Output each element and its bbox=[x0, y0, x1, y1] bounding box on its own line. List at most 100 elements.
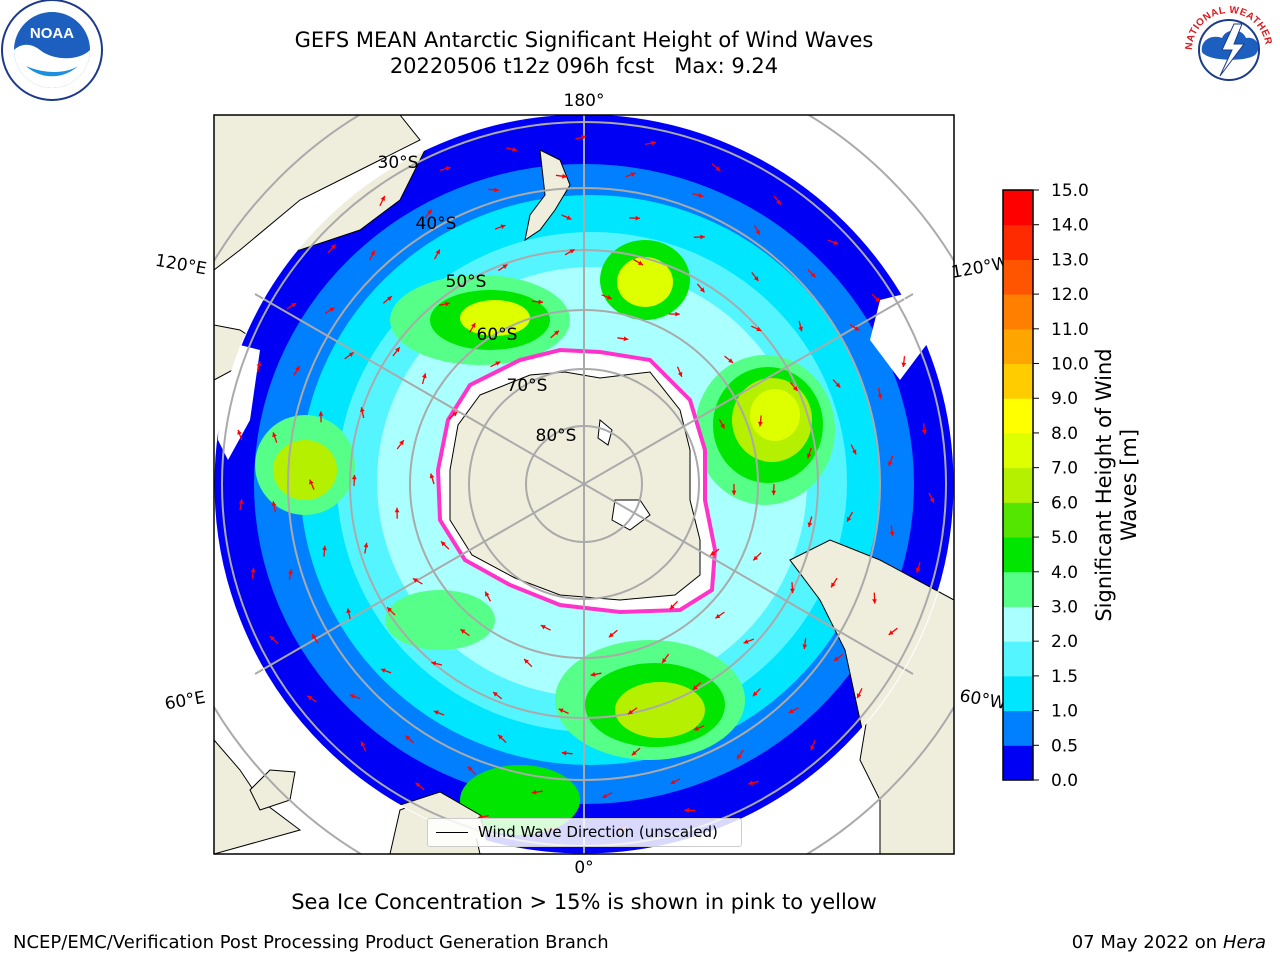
footer-date-text: 07 May 2022 on bbox=[1071, 932, 1218, 953]
colorbar-segment bbox=[1003, 502, 1033, 538]
wave-arrow-head bbox=[670, 779, 676, 784]
wave-arrow-head bbox=[271, 501, 277, 507]
colorbar-label-line2: Waves [m] bbox=[1117, 428, 1141, 542]
wave-arrow-head bbox=[270, 636, 275, 641]
colorbar-tick-label: 10.0 bbox=[1051, 355, 1089, 375]
wave-arrow-head bbox=[441, 541, 446, 547]
footer-date: 07 May 2022 on Hera bbox=[1072, 932, 1266, 953]
legend-line-swatch bbox=[436, 832, 468, 833]
wave-arrow-head bbox=[415, 782, 421, 788]
wave-arrow-head bbox=[854, 326, 860, 331]
lon-label-0: 0° bbox=[574, 858, 593, 878]
wave-arrow-head bbox=[831, 582, 836, 588]
wave-arrow-head bbox=[602, 793, 608, 798]
wave-arrow-head bbox=[771, 490, 777, 496]
lat-label-50s: 50°S bbox=[446, 272, 487, 292]
wave-arrow-head bbox=[692, 685, 698, 691]
wave-arrow-head bbox=[485, 591, 490, 597]
wave-arrow-head bbox=[360, 407, 365, 412]
lat-label-80s: 80°S bbox=[536, 426, 577, 446]
wave-arrow-head bbox=[669, 604, 675, 610]
wave-arrow-head bbox=[758, 421, 763, 427]
wave-arrow-head bbox=[715, 166, 721, 171]
noaa-logo-text: NOAA bbox=[30, 25, 74, 42]
colorbar-tick-label: 5.0 bbox=[1051, 528, 1078, 548]
wave-arrow-head bbox=[495, 361, 501, 366]
wave-arrow-head bbox=[288, 569, 293, 574]
wave-arrow-head bbox=[677, 371, 683, 377]
wave-arrow-head bbox=[888, 630, 894, 635]
wave-arrow-head bbox=[500, 224, 506, 229]
wave-arrow-head bbox=[662, 658, 667, 663]
map-caption: Sea Ice Concentration > 15% is shown in … bbox=[291, 890, 877, 914]
colorbar-segment bbox=[1003, 363, 1033, 399]
colorbar-tick-label: 6.0 bbox=[1051, 493, 1078, 513]
footer-credit: NCEP/EMC/Verification Post Processing Pr… bbox=[13, 932, 609, 953]
colorbar-segment bbox=[1003, 294, 1033, 330]
colorbar-tick-label: 2.0 bbox=[1051, 632, 1078, 652]
wave-arrow-head bbox=[790, 588, 795, 594]
lon-label-180: 180° bbox=[564, 91, 605, 111]
wave-arrow-head bbox=[380, 668, 386, 673]
wave-arrow-head bbox=[498, 734, 503, 740]
wave-arrow-head bbox=[387, 607, 392, 613]
wave-arrow-head bbox=[433, 710, 439, 715]
colorbar-segment bbox=[1003, 398, 1033, 434]
map-legend: Wind Wave Direction (unscaled) bbox=[427, 818, 742, 847]
wave-arrow-head bbox=[752, 691, 758, 697]
wave-arrow-head bbox=[272, 432, 277, 438]
wave-arrow-head bbox=[493, 692, 498, 697]
wave-arrow-head bbox=[606, 295, 612, 300]
wave-arrow-head bbox=[558, 708, 564, 713]
wave-arrow-head bbox=[847, 516, 852, 522]
wave-arrow-head bbox=[329, 307, 335, 312]
wave-arrow-head bbox=[810, 272, 816, 278]
colorbar-segment bbox=[1003, 571, 1033, 607]
wave-arrow-head bbox=[422, 373, 427, 379]
wave-arrow-head bbox=[554, 330, 559, 336]
wave-arrow-head bbox=[700, 234, 705, 240]
wave-arrow-head bbox=[731, 490, 737, 495]
colorbar-segment bbox=[1003, 606, 1033, 642]
wave-arrow-head bbox=[693, 726, 699, 731]
wave-arrow-head bbox=[628, 709, 633, 715]
colorbar-tick-label: 3.0 bbox=[1051, 597, 1078, 617]
wave-arrow-head bbox=[915, 567, 921, 573]
wave-arrow-head bbox=[921, 429, 927, 435]
legend-label: Wind Wave Direction (unscaled) bbox=[478, 823, 718, 841]
wave-arrow-head bbox=[540, 625, 546, 630]
wave-arrow-head bbox=[386, 296, 392, 301]
wave-arrow-head bbox=[856, 693, 862, 699]
wave-arrow-head bbox=[435, 249, 440, 255]
colorbar-tick-label: 14.0 bbox=[1051, 216, 1089, 236]
wave-arrow-head bbox=[427, 209, 432, 215]
wave-arrow-head bbox=[429, 473, 435, 479]
wave-arrow-head bbox=[566, 215, 572, 220]
wave-arrow-head bbox=[363, 542, 369, 548]
wave-arrow-head bbox=[788, 708, 794, 713]
wave-arrow-head bbox=[291, 303, 297, 308]
lon-label-120e: 120°E bbox=[154, 251, 208, 280]
colorbar-tick-label: 7.0 bbox=[1051, 459, 1078, 479]
wave-arrow-head bbox=[720, 423, 725, 429]
wave-arrow-head bbox=[471, 322, 476, 328]
footer-machine: Hera bbox=[1222, 932, 1266, 953]
wave-arrow-head bbox=[835, 382, 841, 388]
wave-arrow-head bbox=[877, 394, 883, 399]
wave-arrow-head bbox=[395, 347, 400, 353]
colorbar-segment bbox=[1003, 328, 1033, 365]
wave-arrow-head bbox=[512, 147, 517, 152]
wave-arrow-head bbox=[698, 193, 704, 198]
chart-title: GEFS MEAN Antarctic Significant Height o… bbox=[294, 28, 874, 52]
wave-arrow-head bbox=[370, 250, 375, 256]
wave-arrow-head bbox=[394, 507, 400, 513]
lat-label-40s: 40°S bbox=[416, 214, 457, 234]
wave-arrow-head bbox=[651, 140, 656, 146]
wave-arrow-head bbox=[351, 474, 357, 480]
wave-arrow-head bbox=[399, 440, 404, 446]
chart-subtitle: 20220506 t12z 096h fcst Max: 9.24 bbox=[389, 54, 779, 78]
wave-arrow-head bbox=[330, 244, 336, 250]
wave-arrow-head bbox=[360, 741, 366, 747]
wave-arrow-head bbox=[699, 287, 705, 293]
